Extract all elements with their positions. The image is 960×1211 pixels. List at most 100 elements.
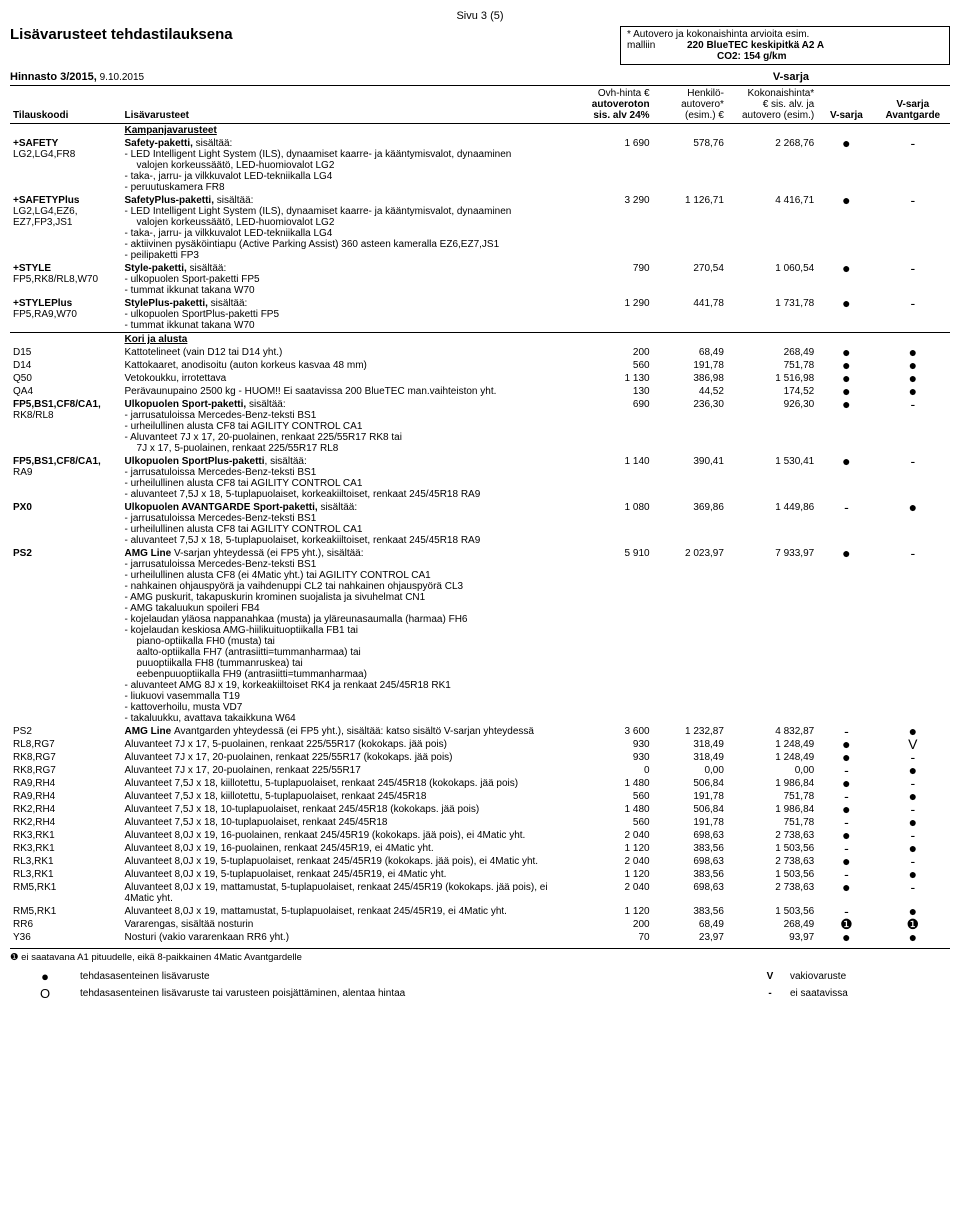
cell-p3: 1 503,56 [727, 868, 817, 881]
cell-p1: 3 600 [578, 725, 652, 738]
cell-p1: 1 690 [578, 137, 652, 194]
cell-p3: 1 060,54 [727, 262, 817, 297]
cell-desc: Safety-paketti, sisältää:- LED Intellige… [122, 137, 579, 194]
table-row: Y36 Nosturi (vakio vararenkaan RR6 yht.)… [10, 931, 950, 944]
legend-v-sym: V [750, 971, 790, 982]
cell-desc: Ulkopuolen AVANTGARDE Sport-paketti, sis… [122, 501, 579, 547]
cell-p3: 268,49 [727, 918, 817, 931]
cell-p2: 506,84 [653, 803, 727, 816]
detail-line: - kattoverhoilu, musta VD7 [125, 702, 576, 713]
detail-line: - taka-, jarru- ja vilkkuvalot LED-tekni… [125, 228, 576, 239]
circle-icon: O [10, 986, 80, 1001]
cell-p3: 4 416,71 [727, 194, 817, 262]
table-row: +STYLEPlusFP5,RA9,W70 StylePlus-paketti,… [10, 297, 950, 333]
table-row: FP5,BS1,CF8/CA1,RA9 Ulkopuolen SportPlus… [10, 455, 950, 501]
cell-desc: Ulkopuolen SportPlus-paketti, sisältää:-… [122, 455, 579, 501]
cell-code: PS2 [10, 725, 122, 738]
cell-p1: 1 140 [578, 455, 652, 501]
cell-code: QA4 [10, 385, 122, 398]
detail-line: eebenpuuoptiikalla FH9 (antrasiitti=tumm… [125, 669, 576, 680]
cell-code: RK2,RH4 [10, 816, 122, 829]
cell-p1: 3 290 [578, 194, 652, 262]
detail-line: - takaluukku, avattava takaikkuna W64 [125, 713, 576, 724]
cell-p2: 68,49 [653, 918, 727, 931]
detail-line: aalto-optiikalla FH7 (antrasiitti=tumman… [125, 647, 576, 658]
table-row: RR6 Vararengas, sisältää nosturin 200 68… [10, 918, 950, 931]
cell-p1: 1 080 [578, 501, 652, 547]
cell-v2: - [876, 194, 950, 262]
detail-line: - aktiivinen pysäköintiapu (Active Parki… [125, 239, 576, 250]
header-row: Tilauskoodi Lisävarusteet Ovh-hinta €aut… [10, 86, 950, 124]
legend-dot-text: tehdasasenteinen lisävaruste [80, 971, 750, 982]
cell-p1: 1 130 [578, 372, 652, 385]
detail-line: - jarrusatuloissa Mercedes-Benz-teksti B… [125, 410, 576, 421]
cell-code: RK3,RK1 [10, 829, 122, 842]
detail-line: - urheilullinen alusta CF8 tai AGILITY C… [125, 524, 576, 535]
th-p2: Henkilö-autovero*(esim.) € [653, 86, 727, 124]
legend-o-text: tehdasasenteinen lisävaruste tai varuste… [80, 988, 750, 999]
table-row: D15 Kattotelineet (vain D12 tai D14 yht.… [10, 346, 950, 359]
cell-code: RL3,RK1 [10, 855, 122, 868]
cell-code: RK2,RH4 [10, 803, 122, 816]
cell-p3: 4 832,87 [727, 725, 817, 738]
cell-p2: 698,63 [653, 881, 727, 905]
cell-v2: - [876, 398, 950, 455]
detail-line: - urheilullinen alusta CF8 (ei 4Matic yh… [125, 570, 576, 581]
cell-code: RK8,RG7 [10, 764, 122, 777]
detail-line: - jarrusatuloissa Mercedes-Benz-teksti B… [125, 559, 576, 570]
table-row: PX0 Ulkopuolen AVANTGARDE Sport-paketti,… [10, 501, 950, 547]
detail-line: - Aluvanteet 7J x 17, 20-puolainen, renk… [125, 432, 576, 443]
cell-p2: 1 126,71 [653, 194, 727, 262]
cell-desc: AMG Line V-sarjan yhteydessä (ei FP5 yht… [122, 547, 579, 725]
detail-line: - jarrusatuloissa Mercedes-Benz-teksti B… [125, 467, 576, 478]
detail-line: 7J x 17, 5-puolainen, renkaat 225/55R17 … [125, 443, 576, 454]
table-row: RL8,RG7 Aluvanteet 7J x 17, 5-puolainen,… [10, 738, 950, 751]
cell-code: RA9,RH4 [10, 777, 122, 790]
page-title: Lisävarusteet tehdastilauksena [10, 26, 233, 43]
model-label: malliin [627, 40, 687, 51]
table-row: RK3,RK1 Aluvanteet 8,0J x 19, 16-puolain… [10, 842, 950, 855]
cell-desc: Aluvanteet 8,0J x 19, 16-puolainen, renk… [122, 842, 579, 855]
detail-line: - liukuovi vasemmalla T19 [125, 691, 576, 702]
cell-p2: 383,56 [653, 868, 727, 881]
cell-desc: Aluvanteet 7,5J x 18, kiillotettu, 5-tup… [122, 777, 579, 790]
cell-code: PS2 [10, 547, 122, 725]
model-value: 220 BlueTEC keskipitkä A2 A [687, 40, 824, 51]
cell-code: Q50 [10, 372, 122, 385]
cell-desc: Vararengas, sisältää nosturin [122, 918, 579, 931]
table-row: +STYLEFP5,RK8/RL8,W70 Style-paketti, sis… [10, 262, 950, 297]
cell-p3: 2 738,63 [727, 855, 817, 868]
cell-desc: Aluvanteet 7J x 17, 20-puolainen, renkaa… [122, 751, 579, 764]
detail-line: valojen korkeussäätö, LED-huomiovalot LG… [125, 160, 576, 171]
detail-line: - ulkopuolen Sport-paketti FP5 [125, 274, 576, 285]
cell-p3: 7 933,97 [727, 547, 817, 725]
cell-p1: 0 [578, 764, 652, 777]
dot-icon: ● [10, 969, 80, 984]
cell-code: RR6 [10, 918, 122, 931]
cell-v1: ● [817, 398, 875, 455]
cell-code: D14 [10, 359, 122, 372]
cell-p1: 690 [578, 398, 652, 455]
section-header: Kampanjavarusteet [122, 124, 579, 138]
cell-code: +STYLEFP5,RK8/RL8,W70 [10, 262, 122, 297]
cell-desc: Nosturi (vakio vararenkaan RR6 yht.) [122, 931, 579, 944]
cell-desc: Aluvanteet 7J x 17, 5-puolainen, renkaat… [122, 738, 579, 751]
cell-v2: ● [876, 931, 950, 944]
table-row: RL3,RK1 Aluvanteet 8,0J x 19, 5-tuplapuo… [10, 855, 950, 868]
cell-p2: 191,78 [653, 790, 727, 803]
cell-desc: Aluvanteet 8,0J x 19, mattamustat, 5-tup… [122, 905, 579, 918]
cell-v2: - [876, 297, 950, 333]
table-row: RK2,RH4 Aluvanteet 7,5J x 18, 10-tuplapu… [10, 803, 950, 816]
cell-p2: 386,98 [653, 372, 727, 385]
detail-line: - taka-, jarru- ja vilkkuvalot LED-tekni… [125, 171, 576, 182]
th-desc: Lisävarusteet [122, 86, 579, 124]
cell-desc: Style-paketti, sisältää:- ulkopuolen Spo… [122, 262, 579, 297]
cell-p2: 383,56 [653, 842, 727, 855]
cell-v2: - [876, 455, 950, 501]
detail-line: - jarrusatuloissa Mercedes-Benz-teksti B… [125, 513, 576, 524]
cell-p2: 383,56 [653, 905, 727, 918]
table-row: RL3,RK1 Aluvanteet 8,0J x 19, 5-tuplapuo… [10, 868, 950, 881]
detail-line: - urheilullinen alusta CF8 tai AGILITY C… [125, 478, 576, 489]
cell-code: RK3,RK1 [10, 842, 122, 855]
cell-p1: 1 120 [578, 905, 652, 918]
